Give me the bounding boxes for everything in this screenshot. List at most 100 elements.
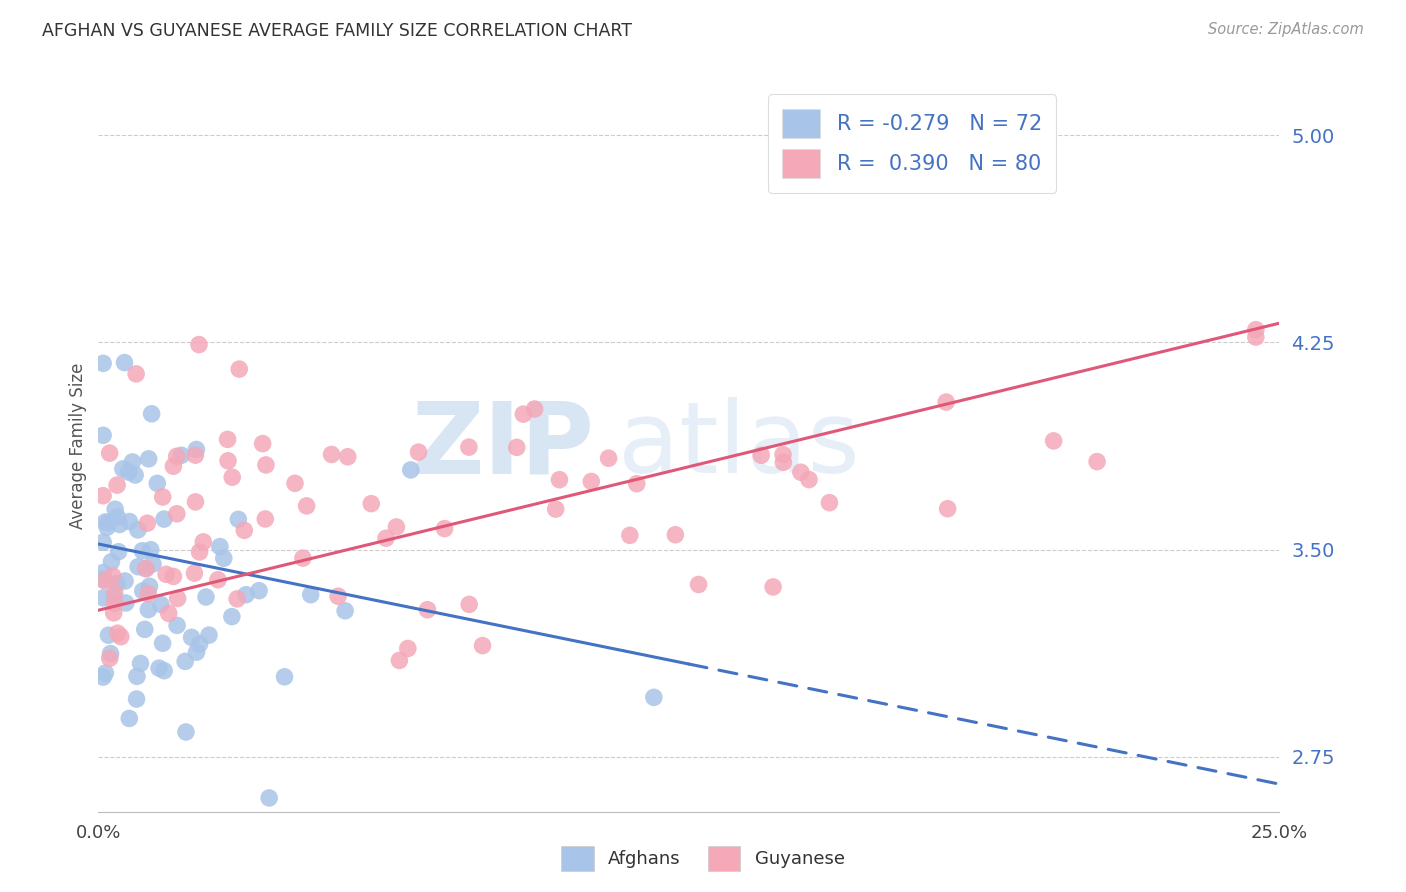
- Point: [252, 436, 274, 450]
- Point: [295, 499, 318, 513]
- Point: [1244, 323, 1267, 337]
- Point: [326, 589, 349, 603]
- Point: [360, 497, 382, 511]
- Point: [118, 711, 141, 725]
- Point: [135, 561, 157, 575]
- Point: [273, 670, 295, 684]
- Point: [188, 337, 211, 351]
- Point: [544, 502, 567, 516]
- Point: [131, 543, 153, 558]
- Point: [1042, 434, 1064, 448]
- Text: AFGHAN VS GUYANESE AVERAGE FAMILY SIZE CORRELATION CHART: AFGHAN VS GUYANESE AVERAGE FAMILY SIZE C…: [42, 22, 633, 40]
- Point: [97, 628, 120, 642]
- Point: [619, 528, 641, 542]
- Point: [153, 512, 176, 526]
- Point: [226, 591, 249, 606]
- Point: [433, 522, 456, 536]
- Point: [125, 367, 148, 381]
- Point: [284, 476, 307, 491]
- Point: [146, 476, 169, 491]
- Point: [94, 515, 117, 529]
- Point: [471, 639, 494, 653]
- Point: [103, 606, 125, 620]
- Point: [110, 630, 132, 644]
- Point: [408, 445, 430, 459]
- Point: [96, 520, 118, 534]
- Point: [134, 623, 156, 637]
- Point: [174, 654, 197, 668]
- Point: [91, 573, 114, 587]
- Point: [94, 666, 117, 681]
- Point: [170, 448, 193, 462]
- Point: [114, 355, 136, 369]
- Point: [142, 557, 165, 571]
- Point: [174, 725, 197, 739]
- Point: [153, 664, 176, 678]
- Point: [375, 531, 398, 545]
- Point: [581, 475, 603, 489]
- Point: [458, 598, 481, 612]
- Point: [797, 473, 820, 487]
- Point: [299, 588, 322, 602]
- Point: [101, 569, 124, 583]
- Point: [664, 527, 686, 541]
- Point: [228, 362, 250, 376]
- Point: [626, 476, 648, 491]
- Point: [149, 598, 172, 612]
- Point: [233, 524, 256, 538]
- Point: [790, 465, 813, 479]
- Point: [127, 559, 149, 574]
- Point: [166, 450, 188, 464]
- Point: [98, 446, 121, 460]
- Point: [127, 523, 149, 537]
- Point: [139, 542, 162, 557]
- Point: [221, 470, 243, 484]
- Point: [166, 618, 188, 632]
- Point: [254, 512, 277, 526]
- Point: [254, 458, 277, 472]
- Point: [117, 465, 139, 479]
- Point: [688, 577, 710, 591]
- Point: [188, 637, 211, 651]
- Point: [124, 468, 146, 483]
- Point: [208, 540, 231, 554]
- Point: [1244, 330, 1267, 344]
- Point: [195, 590, 218, 604]
- Point: [104, 596, 127, 610]
- Point: [749, 448, 772, 462]
- Point: [188, 545, 211, 559]
- Point: [114, 596, 136, 610]
- Point: [100, 555, 122, 569]
- Point: [91, 535, 114, 549]
- Point: [111, 462, 134, 476]
- Point: [136, 602, 159, 616]
- Point: [91, 566, 114, 580]
- Point: [93, 591, 115, 605]
- Point: [598, 451, 620, 466]
- Point: [321, 447, 343, 461]
- Point: [107, 626, 129, 640]
- Point: [162, 569, 184, 583]
- Point: [157, 607, 180, 621]
- Text: ZIP: ZIP: [412, 398, 595, 494]
- Point: [257, 791, 280, 805]
- Point: [1085, 454, 1108, 468]
- Point: [134, 561, 156, 575]
- Point: [118, 515, 141, 529]
- Point: [107, 545, 129, 559]
- Point: [186, 645, 208, 659]
- Point: [193, 534, 215, 549]
- Point: [333, 604, 356, 618]
- Point: [336, 450, 359, 464]
- Point: [138, 579, 160, 593]
- Point: [388, 653, 411, 667]
- Point: [396, 641, 419, 656]
- Y-axis label: Average Family Size: Average Family Size: [69, 363, 87, 529]
- Point: [105, 478, 128, 492]
- Point: [136, 516, 159, 531]
- Point: [105, 576, 128, 591]
- Point: [936, 501, 959, 516]
- Point: [506, 441, 529, 455]
- Point: [180, 631, 202, 645]
- Point: [935, 395, 957, 409]
